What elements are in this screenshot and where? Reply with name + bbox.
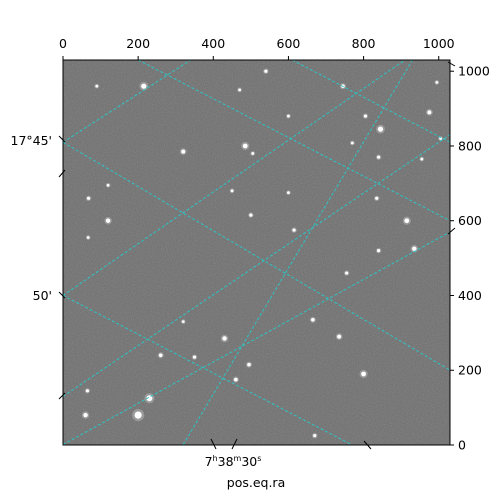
coordinate-grid xyxy=(63,60,450,445)
grid-line xyxy=(63,60,406,296)
ra-tick-label: 7h38m30s xyxy=(205,454,262,469)
star xyxy=(427,110,432,115)
star xyxy=(292,228,296,232)
top-pixel-axis: 0 200 400 600 800 1000 xyxy=(59,36,455,60)
star xyxy=(247,362,251,367)
star xyxy=(313,434,317,438)
star xyxy=(404,218,410,224)
star xyxy=(345,271,349,275)
star xyxy=(375,196,379,200)
star xyxy=(435,81,439,84)
star xyxy=(158,353,163,358)
star xyxy=(337,334,342,339)
star xyxy=(106,183,110,187)
star xyxy=(420,157,424,161)
dec-tick-mark xyxy=(447,61,456,67)
star xyxy=(181,320,185,324)
star xyxy=(134,411,142,419)
star xyxy=(439,137,443,140)
sky-noise-texture xyxy=(63,60,450,445)
star xyxy=(251,152,255,155)
grid-line xyxy=(63,295,353,445)
dec-tick-mark xyxy=(58,169,66,178)
stars-layer xyxy=(81,68,443,439)
ra-tick-mark xyxy=(231,438,238,450)
y-tick-label: 1000 xyxy=(458,64,490,79)
x-tick-label: 800 xyxy=(352,36,376,51)
right-pixel-axis: 0 200 400 600 800 1000 xyxy=(450,64,490,453)
star xyxy=(141,83,147,89)
x-tick-label: 0 xyxy=(59,36,67,51)
star xyxy=(230,189,234,193)
star xyxy=(412,246,417,251)
star xyxy=(363,114,368,118)
star xyxy=(377,126,384,132)
star xyxy=(95,84,99,88)
star xyxy=(264,69,268,73)
x-tick-label: 1000 xyxy=(423,36,455,51)
star xyxy=(350,141,354,145)
dec-tick-mark xyxy=(447,227,456,235)
star xyxy=(287,114,290,118)
y-tick-label: 800 xyxy=(458,138,482,153)
grid-line xyxy=(137,60,450,222)
star xyxy=(361,371,366,377)
star xyxy=(238,88,241,92)
y-tick-label: 600 xyxy=(458,213,482,228)
grid-line xyxy=(63,231,450,445)
ra-tick-mark xyxy=(363,440,372,450)
x-tick-label: 200 xyxy=(126,36,150,51)
dec-tick-label: 17°45' xyxy=(11,133,53,148)
star xyxy=(105,218,111,223)
star xyxy=(85,389,90,393)
y-tick-label: 0 xyxy=(458,438,466,453)
star xyxy=(86,236,90,239)
star xyxy=(249,213,253,217)
star xyxy=(222,336,227,341)
star xyxy=(311,317,315,322)
dec-tick-mark xyxy=(58,135,66,143)
star xyxy=(242,143,248,149)
dec-tick-mark xyxy=(58,291,66,299)
dec-world-axis: 17°45' 50' xyxy=(11,61,456,400)
star xyxy=(377,155,381,159)
ra-tick-mark xyxy=(210,438,217,450)
star xyxy=(83,412,88,418)
ra-world-axis: 7h38m30s xyxy=(205,438,372,469)
y-tick-label: 200 xyxy=(458,363,482,378)
x-tick-label: 600 xyxy=(277,36,301,51)
star xyxy=(287,191,290,195)
y-tick-label: 400 xyxy=(458,288,482,303)
star xyxy=(192,355,197,359)
plot-frame xyxy=(62,59,451,446)
grid-line xyxy=(63,134,450,397)
star xyxy=(86,196,91,200)
star xyxy=(181,149,186,154)
dec-tick-mark xyxy=(58,392,66,400)
grid-line xyxy=(63,60,192,143)
plot-area xyxy=(62,59,451,446)
star xyxy=(377,249,381,253)
x-tick-label: 400 xyxy=(201,36,225,51)
x-axis-label: pos.eq.ra xyxy=(227,475,285,490)
dec-tick-label: 50' xyxy=(33,288,52,303)
star xyxy=(234,377,238,382)
